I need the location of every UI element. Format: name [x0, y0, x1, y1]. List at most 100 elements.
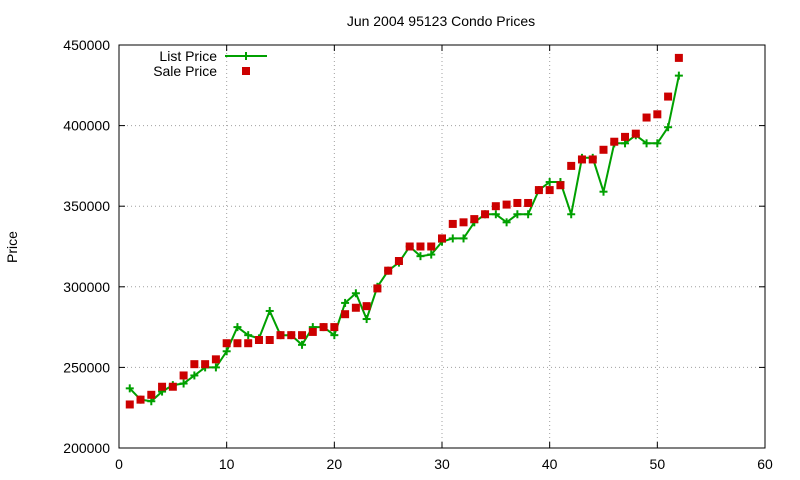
sale-price-point	[201, 360, 210, 369]
grid-lines	[119, 45, 765, 448]
x-tick-label: 40	[542, 456, 558, 472]
y-tick-label: 300000	[63, 279, 110, 295]
legend-swatch-sale-price	[242, 67, 250, 75]
sale-price-point	[384, 266, 393, 275]
x-tick-label: 20	[327, 456, 343, 472]
list-price-point	[416, 252, 425, 261]
sale-price-point	[222, 339, 231, 348]
sale-price-point	[470, 215, 479, 224]
sale-price-point	[567, 161, 576, 170]
sale-price-point	[233, 339, 242, 348]
sale-price-point	[610, 137, 619, 146]
sale-price-point	[556, 181, 565, 190]
y-axis-label: Price	[4, 231, 20, 263]
y-tick-label: 200000	[63, 440, 110, 456]
sale-price-point	[513, 198, 522, 207]
sale-price-point	[448, 219, 457, 228]
sale-price-point	[588, 155, 597, 164]
axis-ticks: 0 10 20 30 40 50 60 200000 250000 300000 350000 400…	[63, 37, 773, 472]
list-price-point	[427, 250, 436, 259]
sale-price-point	[211, 355, 220, 364]
list-price-point	[513, 210, 522, 219]
list-price-point	[491, 210, 500, 219]
sale-price-point	[319, 323, 328, 332]
legend-label-sale-price: Sale Price	[153, 63, 217, 79]
sale-price-point	[438, 234, 446, 243]
sale-price-point	[577, 155, 586, 164]
chart-title: Jun 2004 95123 Condo Prices	[347, 13, 535, 29]
y-tick-label: 450000	[63, 37, 110, 53]
sale-price-point	[459, 218, 468, 227]
list-price-point	[599, 187, 608, 196]
sale-price-point	[341, 310, 350, 319]
list-price-point	[664, 123, 673, 132]
sale-price-point	[621, 132, 630, 141]
list-price-point	[642, 139, 651, 148]
sale-price-point	[362, 302, 371, 311]
plot-series	[125, 53, 683, 409]
sale-price-point	[405, 242, 414, 251]
sale-price-point	[631, 129, 640, 138]
sale-price-point	[502, 200, 511, 209]
sale-price-point	[254, 335, 263, 344]
list-price-point	[674, 71, 683, 80]
legend-swatch-list-price	[225, 52, 267, 60]
sale-price-point	[545, 186, 554, 195]
list-price-point	[524, 210, 533, 219]
list-price-point	[298, 340, 307, 349]
list-price-point	[179, 379, 188, 388]
sale-price-point	[147, 390, 156, 399]
list-price-point	[265, 306, 274, 315]
sale-price-point	[534, 186, 543, 195]
list-price-point	[211, 363, 220, 372]
x-tick-label: 30	[434, 456, 450, 472]
list-price-point	[190, 371, 199, 380]
list-price-point	[222, 347, 231, 356]
sale-price-point	[179, 371, 188, 380]
sale-price-point	[481, 210, 490, 219]
sale-price-point	[276, 331, 285, 340]
sale-price-point	[158, 382, 167, 391]
y-tick-label: 250000	[63, 359, 110, 375]
sale-price-point	[674, 53, 683, 62]
sale-price-point	[308, 327, 317, 336]
sale-price-point	[287, 331, 296, 340]
sale-price-point	[136, 395, 145, 404]
sale-price-point	[298, 331, 307, 340]
list-price-point	[341, 298, 350, 307]
list-price-point	[233, 323, 242, 332]
x-tick-label: 10	[219, 456, 235, 472]
sale-price-point	[265, 335, 274, 344]
sale-price-point	[599, 145, 608, 154]
sale-price-point	[653, 110, 662, 119]
legend-square-sample	[242, 67, 250, 75]
sale-price-point	[351, 303, 360, 312]
list-price-point	[545, 178, 554, 187]
list-price-point	[567, 210, 576, 219]
sale-price-point	[642, 113, 651, 122]
list-price-point	[330, 331, 339, 340]
legend: List Price Sale Price	[153, 48, 267, 79]
x-tick-label: 60	[757, 456, 773, 472]
sale-price-point	[373, 284, 382, 293]
sale-price-point	[664, 92, 673, 101]
sale-price-point	[524, 198, 533, 207]
sale-price-point	[394, 257, 403, 266]
sale-price-point	[190, 360, 199, 369]
sale-price-point	[491, 202, 500, 211]
list-price-point	[125, 384, 134, 393]
list-price-point	[459, 234, 468, 243]
list-price-point	[244, 331, 253, 340]
sale-price-point	[168, 382, 177, 391]
list-price-point	[362, 315, 371, 324]
sale-price-point	[125, 400, 134, 409]
list-price-point	[448, 234, 457, 243]
list-price-point	[351, 289, 360, 298]
x-tick-label: 0	[115, 456, 123, 472]
legend-label-list-price: List Price	[159, 48, 217, 64]
y-tick-label: 400000	[63, 118, 110, 134]
list-price-point	[502, 218, 511, 227]
sale-price-point	[330, 323, 339, 332]
list-price-line	[129, 75, 680, 403]
